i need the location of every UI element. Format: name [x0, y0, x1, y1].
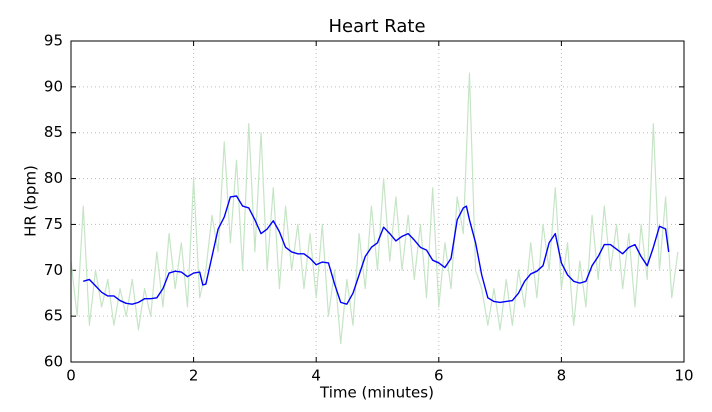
y-tick-label: 80	[44, 169, 63, 187]
x-tick-label: 4	[311, 367, 321, 385]
x-tick-label: 10	[674, 367, 693, 385]
y-tick-label: 65	[44, 307, 63, 325]
x-axis-label: Time (minutes)	[319, 384, 434, 402]
y-tick-label: 90	[44, 77, 63, 95]
y-axis-label: HR (bpm)	[22, 165, 40, 237]
y-tick-label: 75	[44, 215, 63, 233]
x-tick-label: 0	[66, 367, 76, 385]
y-tick-label: 70	[44, 261, 63, 279]
plot-frame	[70, 40, 685, 363]
chart-title: Heart Rate	[328, 16, 425, 37]
x-tick-label: 2	[189, 367, 199, 385]
x-tick-label: 6	[434, 367, 444, 385]
y-tick-label: 60	[44, 353, 63, 371]
line-series	[70, 72, 679, 345]
y-tick-label: 95	[44, 32, 63, 50]
line-series	[83, 195, 670, 305]
x-tick-label: 8	[557, 367, 567, 385]
y-tick-label: 85	[44, 123, 63, 141]
